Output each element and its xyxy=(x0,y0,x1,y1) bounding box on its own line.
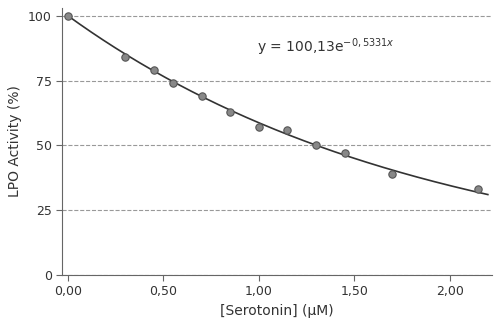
Point xyxy=(198,94,205,99)
Point xyxy=(150,68,158,73)
Point xyxy=(474,187,482,192)
Y-axis label: LPO Activity (%): LPO Activity (%) xyxy=(8,86,22,198)
Point xyxy=(169,81,177,86)
Point xyxy=(388,171,396,176)
Point xyxy=(312,143,320,148)
Point xyxy=(64,13,72,19)
Point xyxy=(340,151,348,156)
Text: y = 100,13e$^{-0,5331x}$: y = 100,13e$^{-0,5331x}$ xyxy=(256,36,394,58)
X-axis label: [Serotonin] (μM): [Serotonin] (μM) xyxy=(220,304,334,318)
Point xyxy=(284,127,292,132)
Point xyxy=(121,55,129,60)
Point xyxy=(226,109,234,114)
Point xyxy=(255,125,263,130)
